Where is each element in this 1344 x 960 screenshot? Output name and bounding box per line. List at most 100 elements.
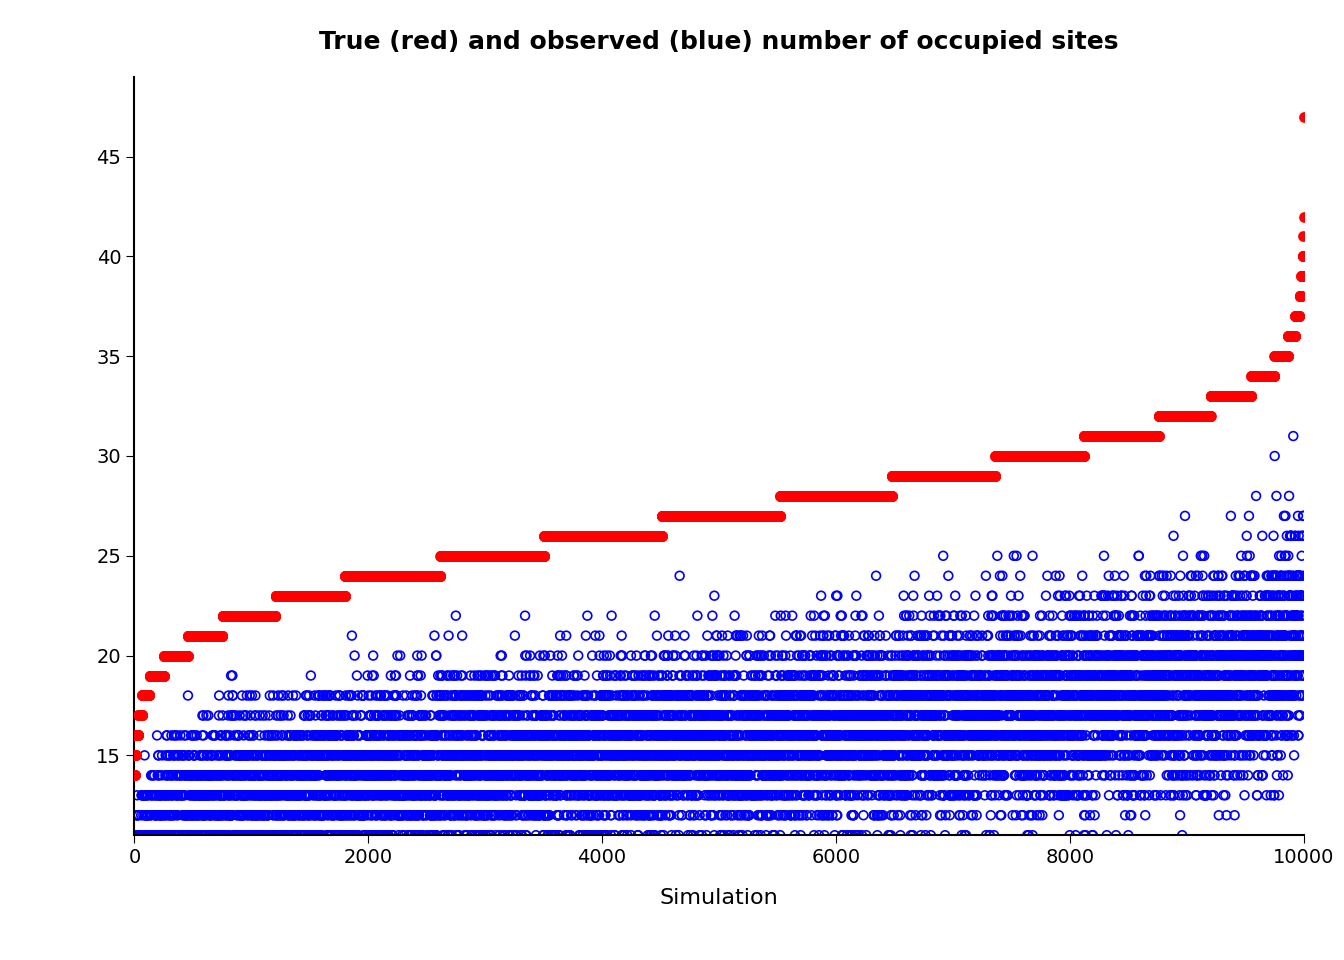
Point bbox=[176, 648, 198, 663]
Point bbox=[761, 508, 782, 523]
Point bbox=[294, 588, 316, 604]
Point bbox=[1126, 428, 1148, 444]
Point bbox=[1274, 628, 1296, 643]
Point bbox=[1278, 328, 1300, 344]
Point bbox=[609, 528, 630, 543]
Point bbox=[594, 828, 616, 843]
Point bbox=[156, 648, 177, 663]
Point bbox=[675, 508, 696, 523]
Point bbox=[1156, 408, 1177, 423]
Point bbox=[1262, 369, 1284, 384]
Point bbox=[507, 548, 528, 564]
Point bbox=[825, 489, 847, 504]
Point bbox=[1247, 728, 1269, 743]
Point bbox=[484, 787, 505, 803]
Point bbox=[1204, 687, 1226, 703]
Point bbox=[301, 807, 323, 823]
Point bbox=[1150, 408, 1172, 423]
Point bbox=[867, 807, 888, 823]
Point bbox=[1154, 588, 1176, 604]
Point bbox=[237, 828, 258, 843]
Point bbox=[1266, 708, 1288, 723]
Point bbox=[492, 768, 513, 783]
Point bbox=[183, 628, 204, 643]
Point bbox=[820, 687, 841, 703]
Point bbox=[1230, 389, 1251, 404]
Point bbox=[1047, 787, 1068, 803]
Point bbox=[305, 588, 327, 604]
Point bbox=[271, 768, 293, 783]
Point bbox=[504, 548, 526, 564]
Point bbox=[919, 468, 941, 484]
Point bbox=[1249, 369, 1270, 384]
Point bbox=[422, 828, 444, 843]
Point bbox=[817, 489, 839, 504]
Point bbox=[488, 708, 509, 723]
Point bbox=[1051, 708, 1073, 723]
Point bbox=[1207, 389, 1228, 404]
Point bbox=[520, 748, 542, 763]
Point bbox=[1040, 448, 1062, 464]
Point bbox=[376, 568, 398, 584]
Point bbox=[1140, 748, 1161, 763]
Point bbox=[489, 548, 511, 564]
Point bbox=[578, 528, 599, 543]
Point bbox=[769, 708, 790, 723]
Point bbox=[716, 508, 738, 523]
Point bbox=[228, 768, 250, 783]
Point bbox=[567, 787, 589, 803]
Point bbox=[1036, 687, 1058, 703]
Point bbox=[883, 468, 905, 484]
Point bbox=[1175, 408, 1196, 423]
Point bbox=[1121, 588, 1142, 604]
Point bbox=[200, 628, 222, 643]
Point bbox=[555, 528, 577, 543]
Point bbox=[1050, 448, 1071, 464]
Point bbox=[556, 768, 578, 783]
Point bbox=[559, 528, 581, 543]
Point bbox=[280, 588, 301, 604]
Point bbox=[149, 807, 171, 823]
Point bbox=[1258, 369, 1279, 384]
Point bbox=[820, 489, 841, 504]
Point bbox=[566, 528, 587, 543]
Point bbox=[482, 728, 504, 743]
Point bbox=[599, 748, 621, 763]
Point bbox=[837, 489, 859, 504]
Point bbox=[593, 787, 614, 803]
Point bbox=[905, 468, 926, 484]
Point bbox=[492, 548, 513, 564]
Point bbox=[630, 768, 652, 783]
Point bbox=[609, 668, 630, 684]
Point bbox=[864, 489, 886, 504]
Point bbox=[218, 608, 239, 623]
Point bbox=[439, 807, 461, 823]
Point bbox=[573, 748, 594, 763]
Point bbox=[281, 588, 302, 604]
Point bbox=[898, 648, 919, 663]
Point bbox=[1054, 448, 1075, 464]
Point bbox=[133, 687, 155, 703]
Point bbox=[1063, 768, 1085, 783]
Point bbox=[152, 848, 173, 863]
Point bbox=[132, 787, 153, 803]
Point bbox=[196, 787, 218, 803]
Point bbox=[913, 468, 934, 484]
Point bbox=[402, 787, 423, 803]
Point bbox=[1009, 448, 1031, 464]
Point bbox=[663, 748, 684, 763]
Point bbox=[1247, 369, 1269, 384]
Point bbox=[1204, 389, 1226, 404]
Point bbox=[597, 528, 618, 543]
Point bbox=[434, 548, 456, 564]
Point bbox=[1269, 588, 1290, 604]
Point bbox=[645, 528, 667, 543]
Point bbox=[336, 768, 358, 783]
Point bbox=[363, 568, 384, 584]
Point bbox=[504, 548, 526, 564]
Point bbox=[892, 728, 914, 743]
Point bbox=[394, 787, 415, 803]
Point bbox=[874, 687, 895, 703]
Point bbox=[382, 828, 403, 843]
Point bbox=[1111, 768, 1133, 783]
